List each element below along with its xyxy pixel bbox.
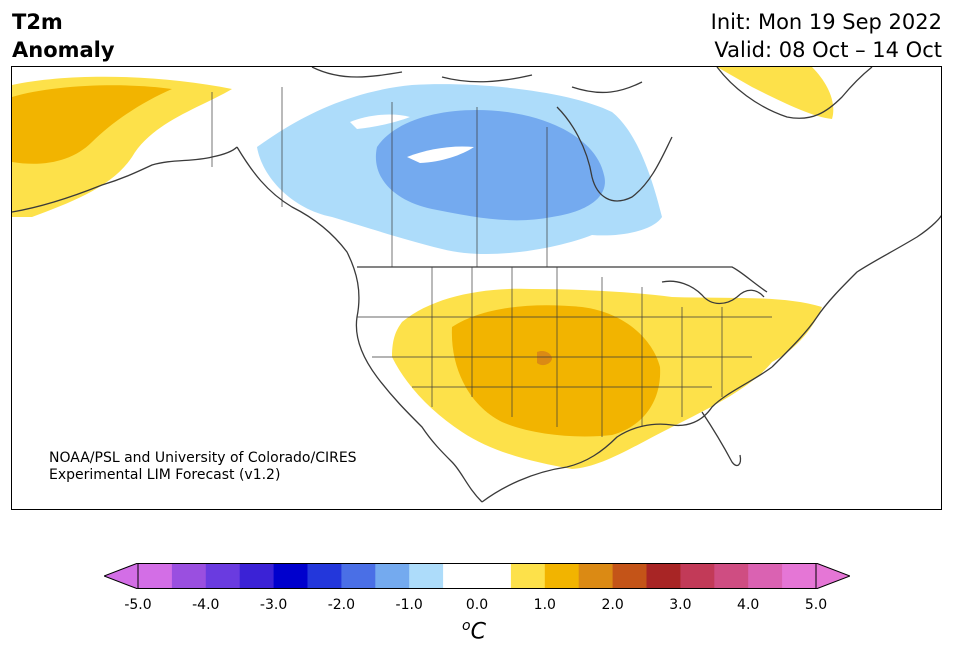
colorbar-segment [239,563,275,589]
colorbar-tick-label: 4.0 [737,597,760,613]
colorbar-under-arrow [104,563,139,589]
colorbar-segment [510,563,546,589]
colorbar-tick-label: -1.0 [395,597,423,613]
state-line [357,316,772,388]
map-title: T2m Anomaly [12,8,115,64]
forecast-dates: Init: Mon 19 Sep 2022 Valid: 08 Oct – 14… [711,8,942,64]
east-coast [771,214,941,368]
colorbar-outline [137,563,817,589]
colorbar-segment [205,563,241,589]
warm-core-alaska [12,85,172,164]
colorbar-segment [375,563,410,589]
lake-shape [350,114,410,129]
colorbar-segment [477,563,512,589]
colorbar-segment [714,563,749,589]
unit-label: oC [462,618,486,644]
colorbar-segments [138,563,817,589]
colorbar-segment [409,563,444,589]
warm-peak-us [537,350,552,366]
anomaly-map [12,67,941,503]
us-canada-border [357,266,768,293]
colorbar-segment [273,563,308,589]
colorbar-segment [578,563,614,589]
colorbar-segment [782,563,817,589]
colorbar-segment [612,563,647,589]
unit-letter: C [470,619,486,645]
gulf-coast [481,366,773,503]
valid-range: Valid: 08 Oct – 14 Oct [714,38,942,62]
unit-degree: o [462,618,471,634]
colorbar-tick-label: 0.0 [465,597,489,613]
credit-line-2: Experimental LIM Forecast (v1.2) [49,467,281,483]
map-panel [11,66,942,510]
variable-label: T2m [12,10,63,34]
west-coast [236,146,483,503]
colorbar-segment [646,563,681,589]
florida [701,411,742,467]
colorbar-tick-label: 1.0 [533,597,556,613]
credit-text: NOAA/PSL and University of Colorado/CIRE… [49,450,357,484]
warm-region-greenland [717,67,834,119]
credit-line-1: NOAA/PSL and University of Colorado/CIRE… [49,450,357,466]
colorbar-segment [171,563,207,589]
lake-shape [407,146,474,163]
coastlines [12,67,941,503]
hudson-bay [556,106,673,202]
colorbar-tick-label: -5.0 [124,597,152,613]
colorbar-tick-label: -2.0 [327,597,356,613]
colorbar-tick-label: -3.0 [259,597,288,613]
colorbar-tick-label: 2.0 [601,597,624,613]
colorbar-segment [341,563,376,589]
colorbar-segment [138,563,173,589]
warm-core-us [451,305,661,437]
province-line [211,87,548,267]
colorbar-segment [443,563,478,589]
init-date: Init: Mon 19 Sep 2022 [710,10,942,34]
colorbar [104,563,850,589]
colorbar-segment [680,563,715,589]
state-borders [211,87,772,437]
colorbar-tick-label: 3.0 [669,597,692,613]
greenland-coast [716,67,873,119]
colorbar-over-arrow [815,563,850,589]
great-lakes [661,280,765,305]
anomaly-label: Anomaly [12,38,115,62]
colorbar-tick-label: -4.0 [192,597,220,613]
colorbar-tick-label: 5.0 [804,597,828,613]
colorbar-segment [544,563,580,589]
arctic-islands [311,67,643,94]
colorbar-segment [307,563,342,589]
alaska-coast [12,146,238,213]
cool-core-canada [375,110,605,221]
colorbar-segment [748,563,783,589]
